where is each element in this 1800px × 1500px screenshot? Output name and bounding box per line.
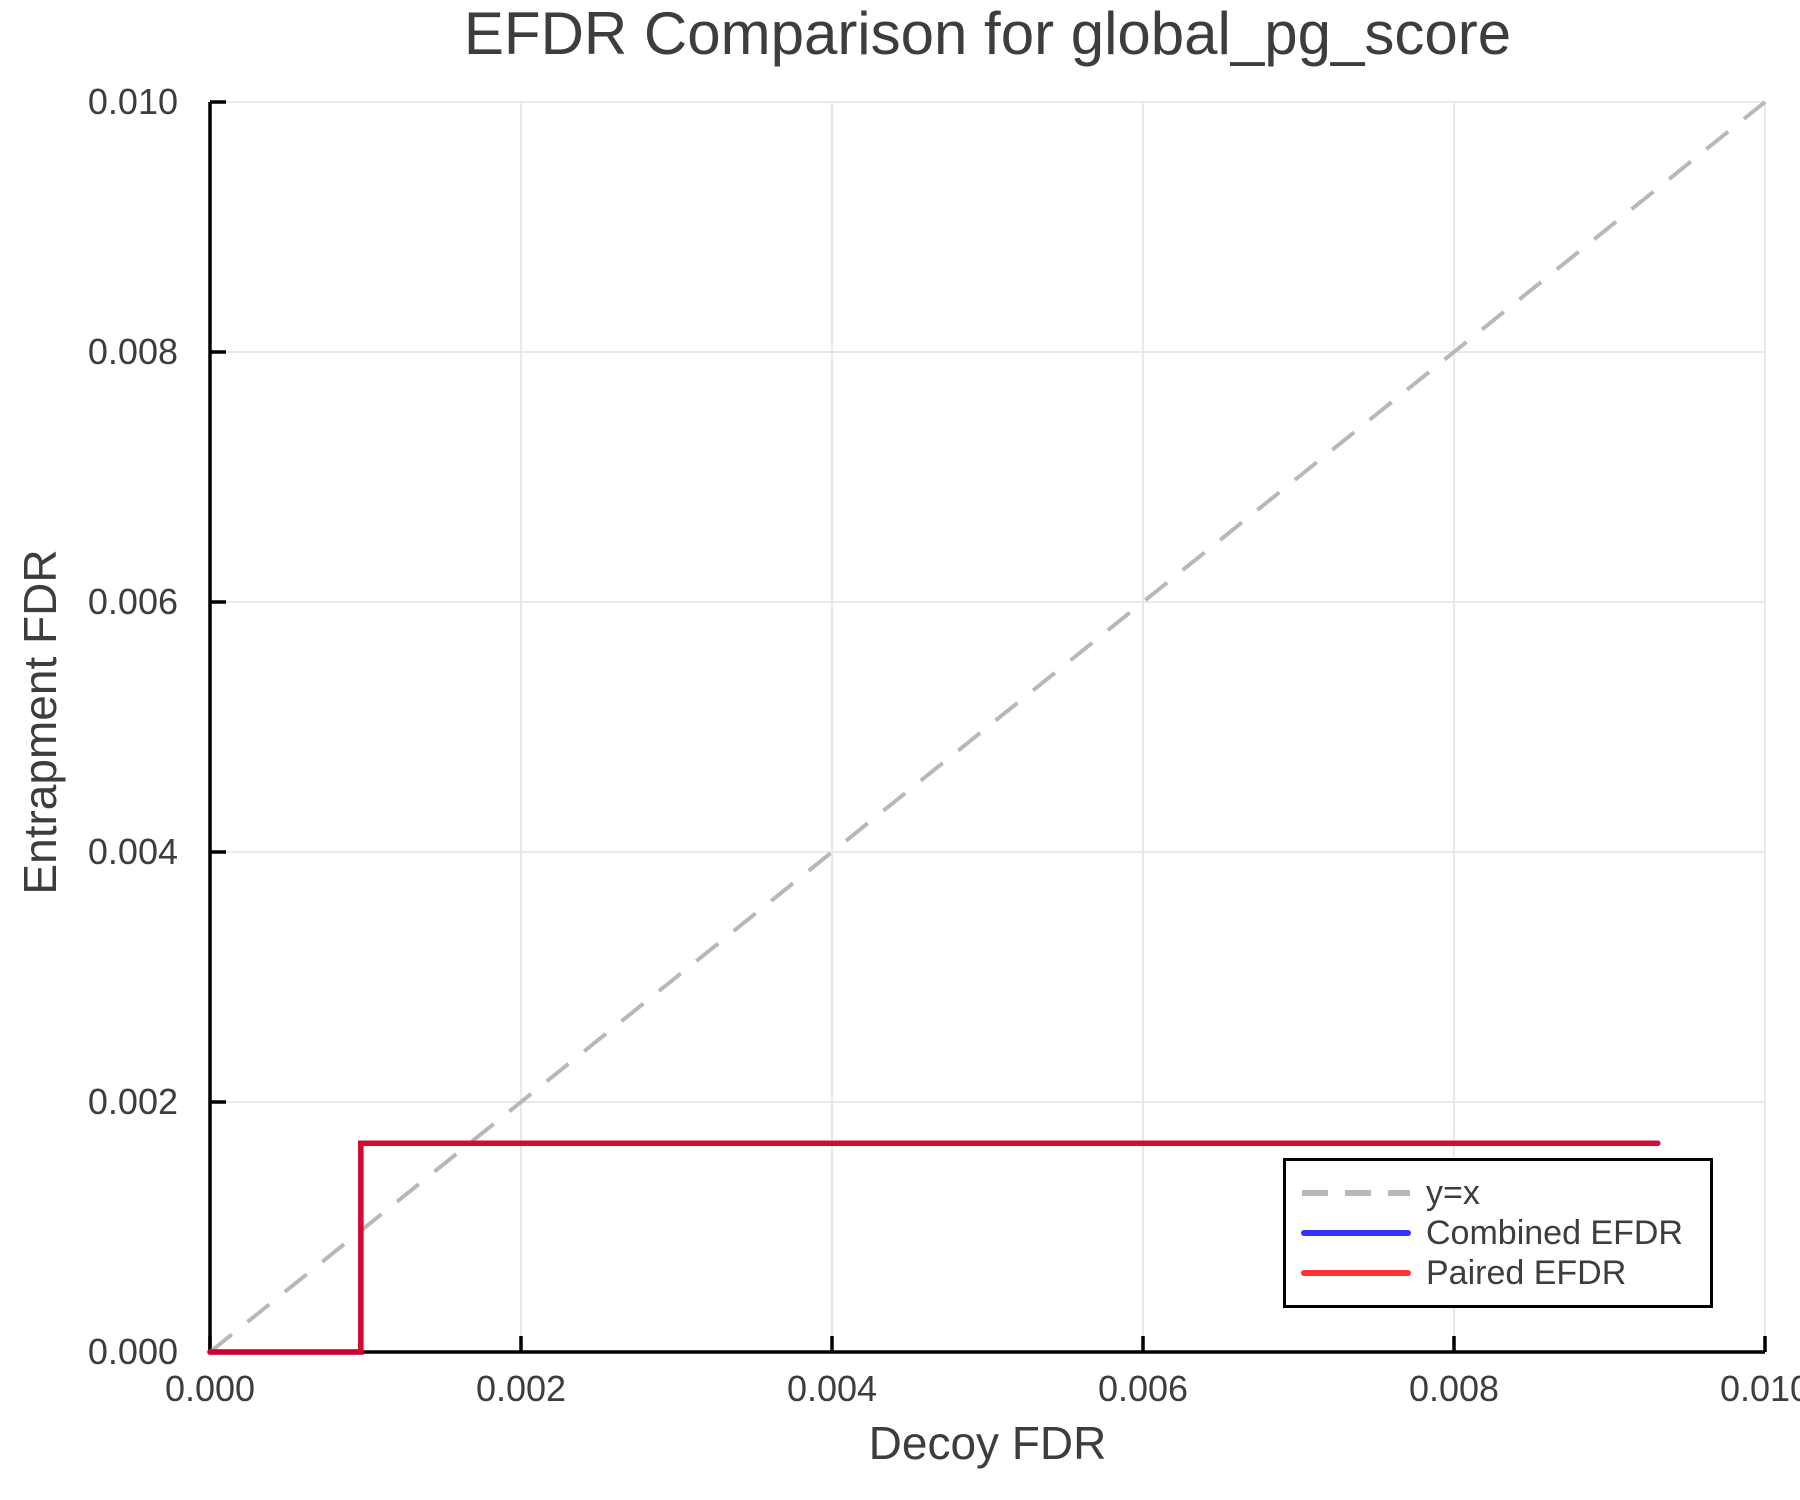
x-axis-label: Decoy FDR: [868, 1417, 1107, 1469]
legend-item-combined-efdr: Combined EFDR: [1300, 1213, 1710, 1253]
blue-line-sample-icon: [1301, 1230, 1411, 1236]
x-tick-label: 0.006: [1097, 1368, 1189, 1409]
y-tick-label: 0.008: [87, 331, 178, 372]
x-tick-label: 0.000: [164, 1368, 256, 1409]
dashed-line-sample-icon: [1302, 1190, 1410, 1196]
series-paired-efdr: [207, 1140, 1661, 1355]
chart-title: EFDR Comparison for global_pg_score: [463, 0, 1512, 67]
legend: y=x Combined EFDR Paired EFDR: [1283, 1158, 1713, 1308]
y-axis-label: Entrapment FDR: [14, 549, 66, 895]
legend-label: Combined EFDR: [1426, 1214, 1683, 1252]
x-tick-label: 0.010: [1719, 1368, 1800, 1409]
y-tick-label: 0.000: [87, 1331, 178, 1372]
x-tick-label: 0.002: [475, 1368, 567, 1409]
y-tick-label: 0.002: [87, 1081, 178, 1122]
legend-item-y-equals-x: y=x: [1300, 1173, 1710, 1213]
x-tick-label: 0.008: [1408, 1368, 1500, 1409]
x-tick-label: 0.004: [786, 1368, 878, 1409]
legend-item-paired-efdr: Paired EFDR: [1300, 1253, 1710, 1293]
legend-label: y=x: [1426, 1174, 1480, 1212]
red-line-sample-icon: [1301, 1270, 1411, 1276]
y-tick-label: 0.010: [87, 81, 178, 122]
legend-label: Paired EFDR: [1426, 1254, 1627, 1292]
y-tick-label: 0.006: [87, 581, 178, 622]
y-tick-label: 0.004: [87, 831, 178, 872]
